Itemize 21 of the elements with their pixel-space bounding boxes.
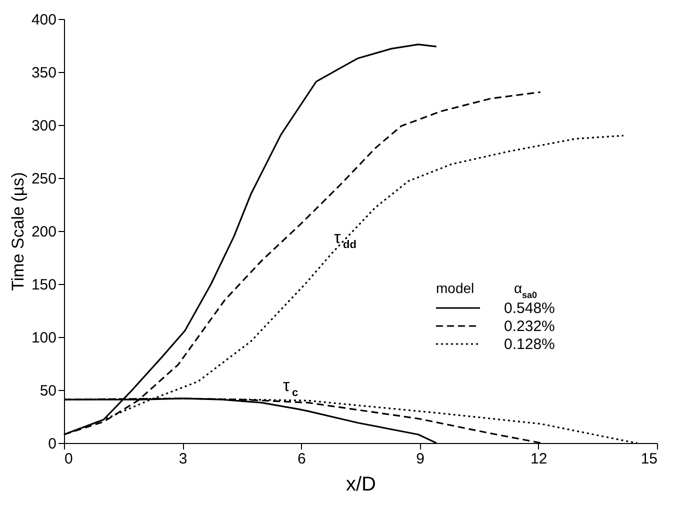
y-tick-label: 350 — [31, 64, 56, 82]
y-tick-label: 0 — [48, 436, 56, 452]
y-axis-title: Time Scale (µs) — [8, 172, 28, 291]
x-tick-label: 6 — [298, 450, 306, 468]
y-tick-label: 100 — [31, 330, 56, 346]
y-tick-label: 250 — [31, 170, 56, 188]
legend-label: 0.548% — [504, 300, 555, 317]
legend-title: model — [436, 280, 474, 296]
y-tick-label: 150 — [31, 276, 56, 294]
y-tick-label: 200 — [31, 224, 56, 240]
x-axis-title: x/D — [346, 474, 376, 496]
y-tick-label: 300 — [31, 118, 56, 134]
x-tick-label: 12 — [530, 450, 548, 468]
x-tick-label: 9 — [416, 450, 424, 468]
x-tick-label: 0 — [64, 450, 73, 468]
y-tick-label: 400 — [31, 12, 56, 28]
y-tick-label: 50 — [40, 382, 56, 400]
x-tick-label: 15 — [640, 450, 658, 468]
legend-label: 0.232% — [504, 318, 555, 335]
legend-label: 0.128% — [504, 336, 555, 353]
x-tick-label: 3 — [178, 450, 188, 468]
